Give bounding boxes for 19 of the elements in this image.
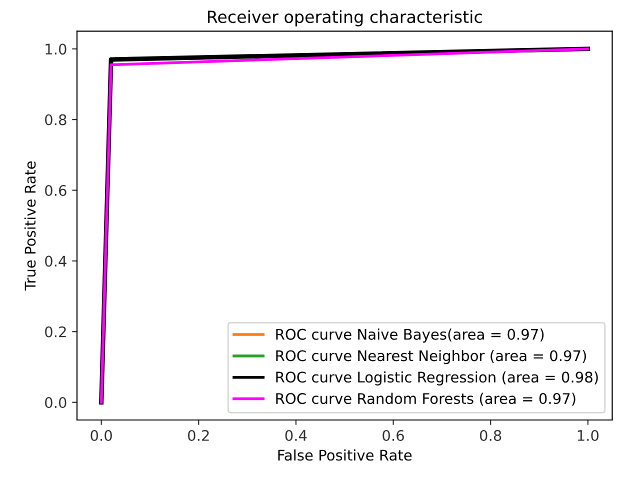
x-axis-title: False Positive Rate	[278, 449, 412, 461]
chart-title: Receiver operating characteristic	[208, 10, 482, 26]
x-tick-label: 0.2	[188, 430, 209, 442]
legend-label: ROC curve Naive Bayes(area = 0.97)	[276, 328, 544, 343]
y-tick-label: 0.8	[45, 114, 66, 126]
legend-label: ROC curve Random Forests (area = 0.97)	[276, 392, 576, 406]
y-tick-label: 0.0	[45, 397, 66, 408]
x-tick-label: 1.0	[578, 430, 599, 442]
y-tick-label: 0.2	[45, 326, 66, 338]
x-tick-label: 0.6	[382, 430, 404, 442]
y-tick-label: 0.6	[45, 184, 66, 196]
x-tick-label: 0.8	[480, 430, 502, 442]
y-tick-label: 1.0	[46, 44, 66, 55]
legend-label: ROC curve Nearest Neighbor (area = 0.97)	[276, 350, 586, 364]
y-axis-title: True Positive Rate	[24, 161, 36, 291]
legend-label: ROC curve Logistic Regression (area = 0.98)	[276, 371, 598, 386]
x-tick-label: 0.4	[285, 430, 307, 442]
x-tick-label: 0.0	[90, 430, 112, 442]
y-tick-label: 0.4	[45, 256, 66, 267]
